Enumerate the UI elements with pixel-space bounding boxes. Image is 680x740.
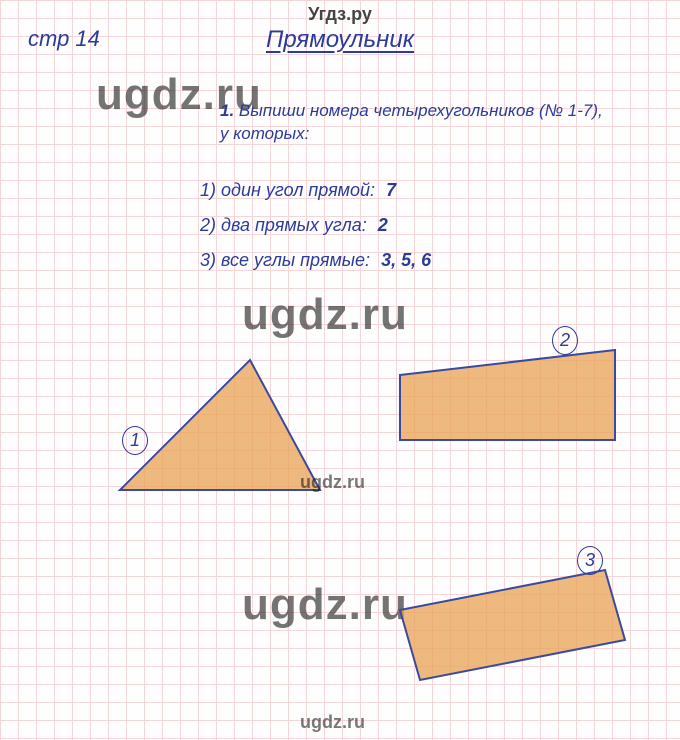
watermark-small: ugdz.ru [300, 712, 365, 733]
rectangle-poly [400, 570, 625, 680]
notebook-page: Угдз.ру стр 14 Прямоульник ugdz.ru 1. Вы… [0, 0, 680, 740]
shape-label-3: 3 [585, 550, 595, 571]
shape-rectangle [0, 0, 680, 740]
